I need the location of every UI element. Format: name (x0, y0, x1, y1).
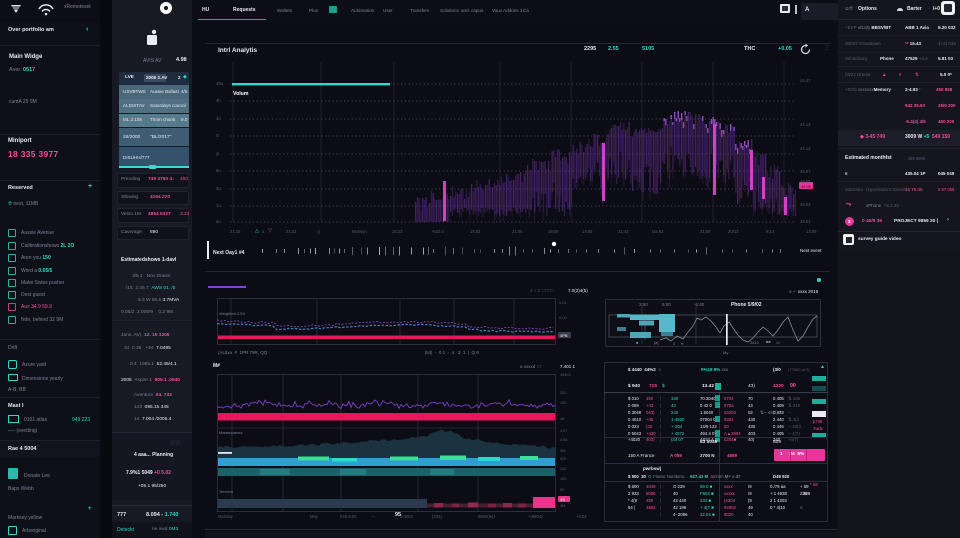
svg-text:Volum: Volum (233, 91, 249, 97)
